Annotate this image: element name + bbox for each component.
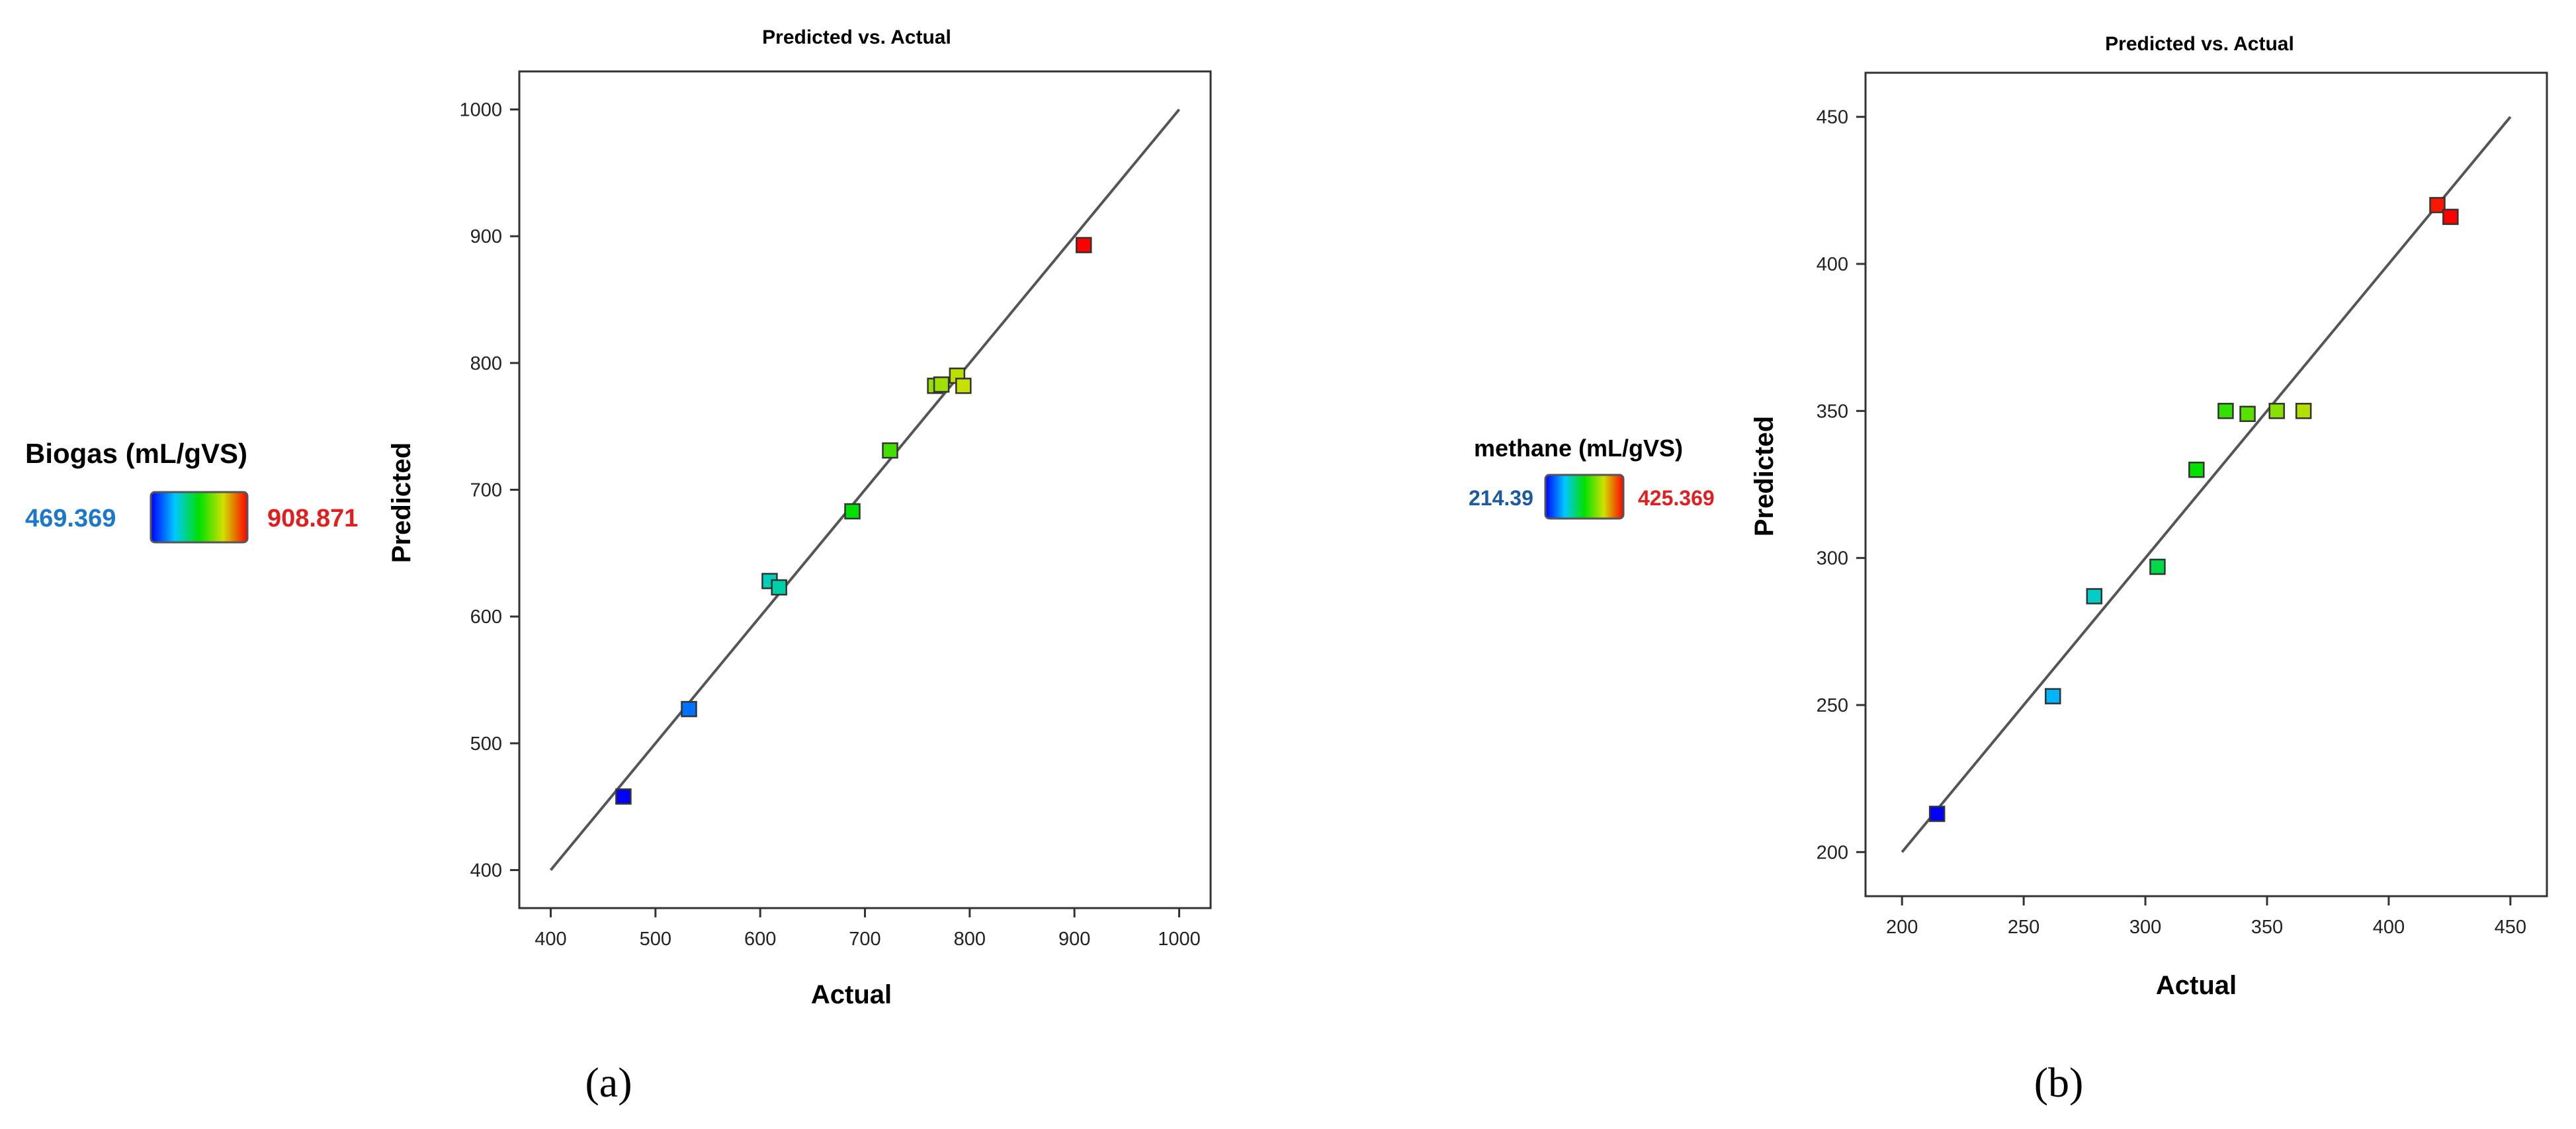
data-point-a: [615, 788, 632, 805]
reference-line-b: [1901, 116, 2512, 853]
chart-b-title: Predicted vs. Actual: [2105, 33, 2294, 55]
data-point-a: [681, 700, 697, 718]
panel-label-a: (a): [585, 1059, 632, 1106]
y-tick-label: 500: [470, 733, 502, 755]
chart-b-ylabel: Predicted: [1750, 416, 1779, 536]
panel-b: methane (mL/gVS) 214.39 425.369 Predicte…: [1469, 33, 2548, 1106]
panel-label-b: (b): [2034, 1059, 2084, 1106]
data-point-b: [2045, 688, 2061, 704]
x-tick-label: 700: [849, 929, 880, 950]
data-point-b: [2429, 196, 2446, 214]
colorbar-a-title: Biogas (mL/gVS): [25, 438, 247, 469]
y-tick-label: 250: [1817, 695, 1848, 716]
reference-line-a: [549, 108, 1181, 871]
ticks-a: 400 500 600 700 800 900 1000 400 500 600 700 800 900…: [459, 100, 1200, 950]
points-a: [615, 237, 1092, 805]
data-point-a: [844, 503, 861, 520]
y-tick-label: 900: [470, 226, 502, 247]
chart-a-ylabel: Predicted: [387, 442, 416, 563]
y-tick-label: 400: [1817, 254, 1848, 275]
y-tick-label: 600: [470, 606, 502, 628]
y-tick-label: 800: [470, 353, 502, 374]
points-b: [1928, 196, 2459, 822]
x-tick-label: 200: [1886, 917, 1918, 938]
data-point-a: [882, 442, 898, 459]
x-tick-label: 800: [954, 929, 986, 950]
data-point-b: [2149, 558, 2166, 575]
x-tick-label: 900: [1058, 929, 1090, 950]
y-tick-label: 400: [470, 860, 502, 882]
x-tick-label: 400: [2373, 917, 2405, 938]
y-tick-label: 300: [1817, 548, 1848, 569]
x-tick-label: 250: [2008, 917, 2039, 938]
colorbar-b-gradient: [1544, 474, 1625, 520]
y-tick-label: 350: [1817, 401, 1848, 422]
chart-a-xlabel: Actual: [811, 980, 892, 1009]
x-tick-label: 400: [535, 929, 566, 950]
data-point-b: [2217, 403, 2234, 419]
chart-a-title: Predicted vs. Actual: [762, 26, 951, 48]
colorbar-b-max: 425.369: [1638, 486, 1715, 510]
x-tick-label: 500: [640, 929, 671, 950]
y-tick-label: 450: [1817, 107, 1848, 128]
y-tick-label: 700: [470, 480, 502, 501]
y-tick-label: 200: [1817, 842, 1848, 863]
colorbar-b: methane (mL/gVS) 214.39 425.369: [1469, 435, 1715, 520]
y-tick-label: 1000: [459, 100, 502, 121]
colorbar-b-min: 214.39: [1469, 486, 1533, 510]
ticks-b: 200 250 300 350 400 450 200 250 300 350 400 450: [1817, 107, 2526, 938]
colorbar-b-title: methane (mL/gVS): [1474, 435, 1683, 462]
x-tick-label: 600: [744, 929, 776, 950]
data-point-b: [2188, 462, 2205, 478]
colorbar-a: Biogas (mL/gVS) 469.369 908.871: [25, 438, 358, 544]
panel-a: Biogas (mL/gVS) 469.369 908.871 Predicte…: [25, 26, 1212, 1106]
data-point-b: [1928, 806, 1946, 822]
x-tick-label: 1000: [1158, 929, 1201, 950]
colorbar-a-gradient: [150, 491, 249, 544]
data-point-a: [955, 378, 972, 394]
colorbar-a-min: 469.369: [25, 505, 116, 532]
x-tick-label: 350: [2251, 917, 2283, 938]
data-point-b: [2295, 403, 2312, 419]
data-point-b: [2268, 403, 2285, 419]
data-point-a: [933, 376, 950, 393]
x-tick-label: 450: [2495, 917, 2526, 938]
data-point-b: [2239, 405, 2256, 423]
data-point-a: [771, 579, 787, 596]
colorbar-a-max: 908.871: [267, 505, 358, 532]
x-tick-label: 300: [2129, 917, 2161, 938]
plot-area-b: [1864, 71, 2548, 898]
chart-b-xlabel: Actual: [2156, 971, 2237, 1000]
data-point-a: [1076, 237, 1092, 253]
data-point-b: [2442, 208, 2459, 226]
data-point-b: [2086, 588, 2103, 605]
